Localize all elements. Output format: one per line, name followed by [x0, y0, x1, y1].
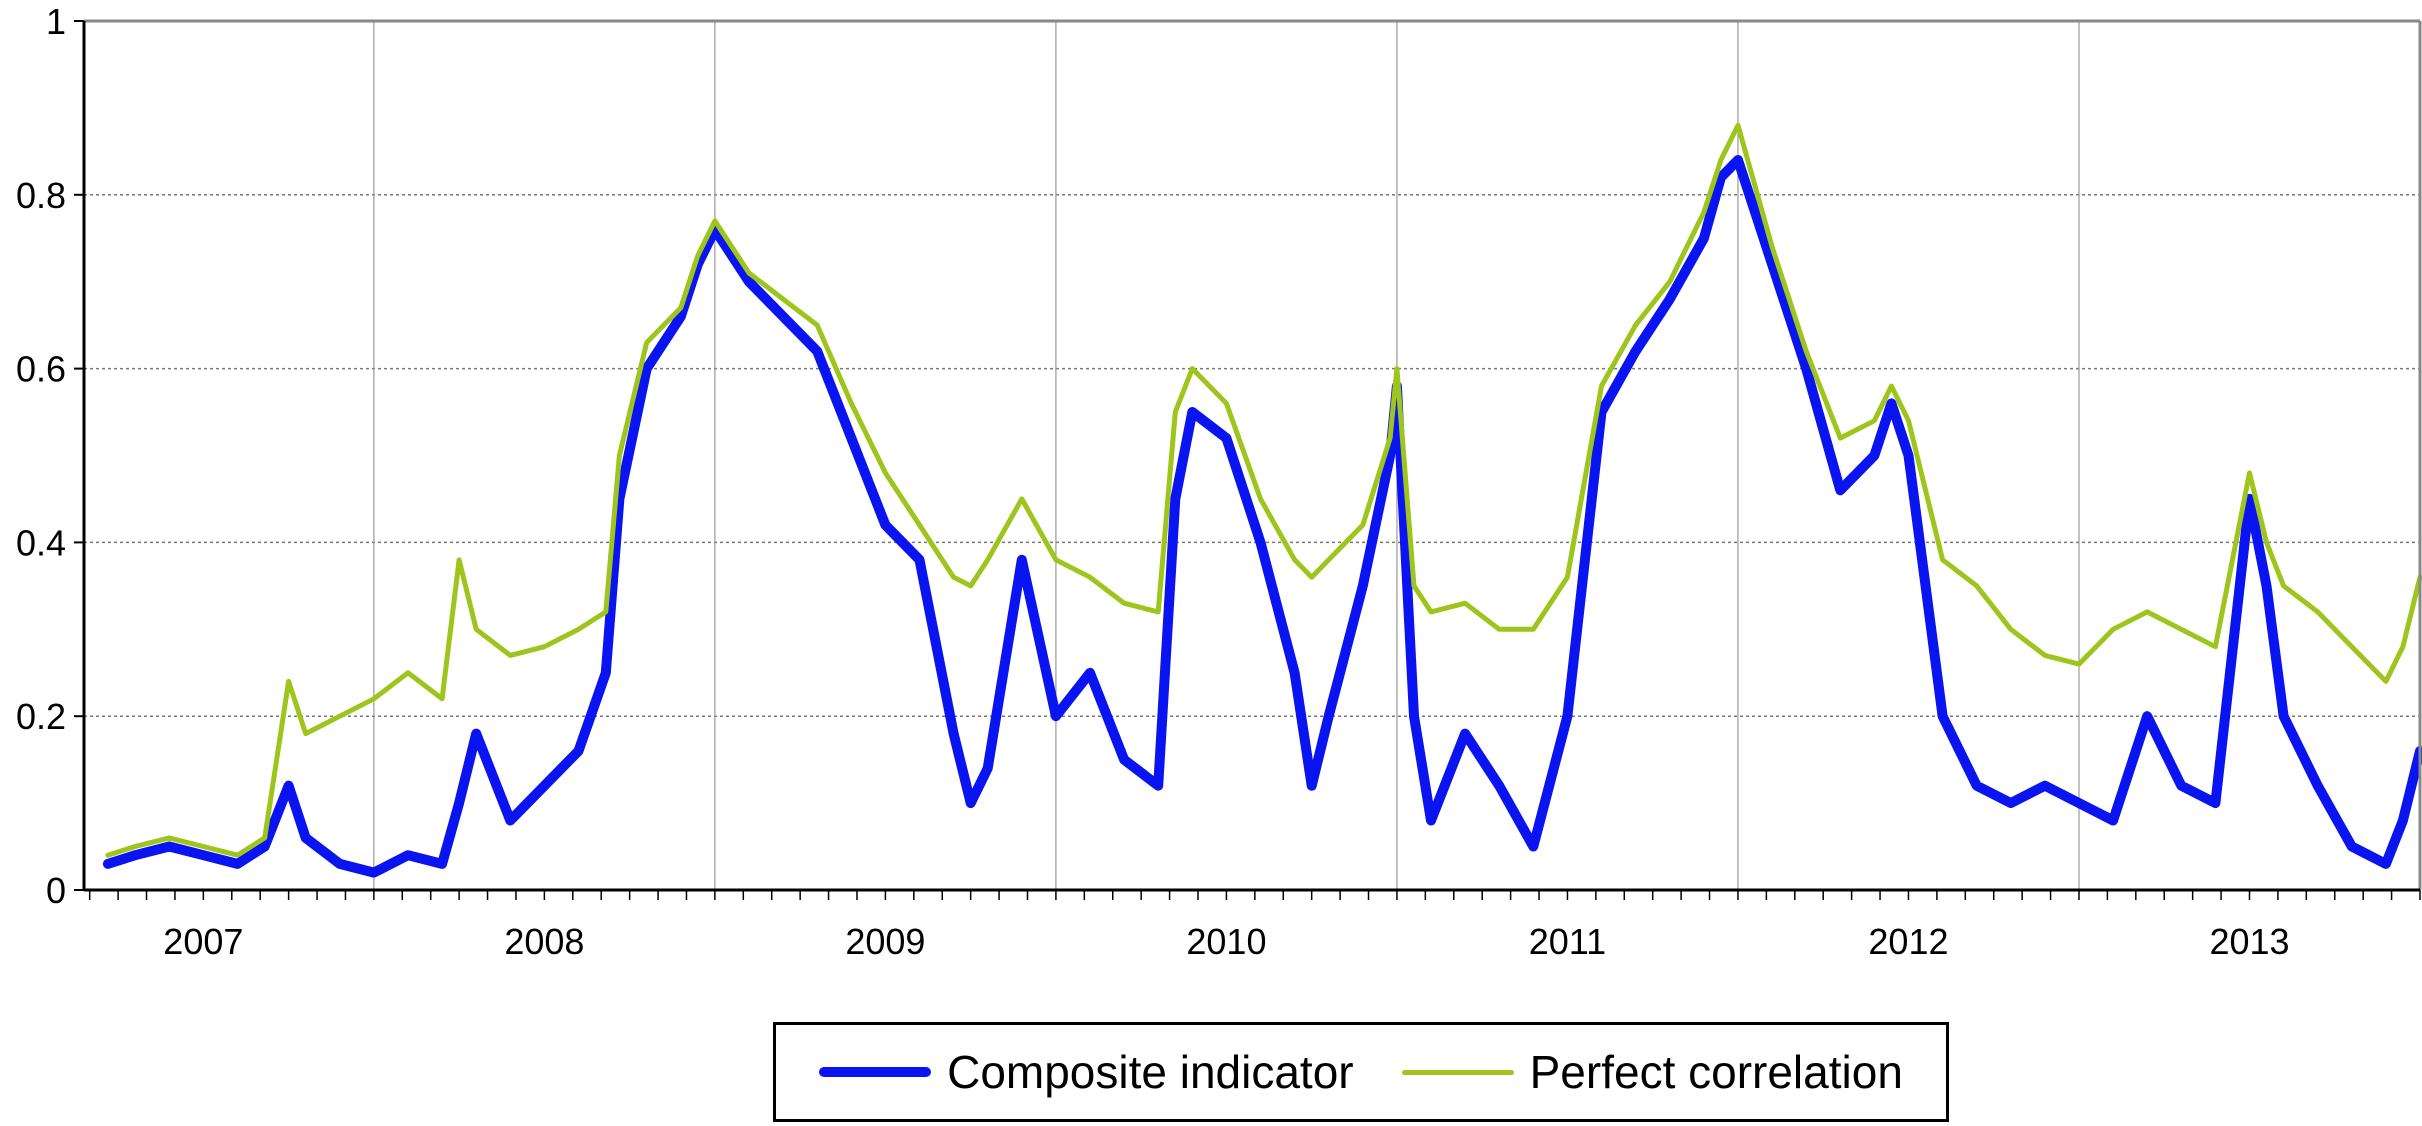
- y-tick-label: 0.4: [16, 522, 66, 563]
- legend-label-perfect-correlation: Perfect correlation: [1529, 1046, 1903, 1098]
- y-tick-label: 0.2: [16, 696, 66, 737]
- axis-layer: [74, 19, 2422, 900]
- series-layer: [102, 122, 2422, 878]
- x-tick-label: 2013: [2209, 921, 2289, 962]
- y-tick-label: 0: [46, 870, 66, 911]
- series-line-perfect-correlation: [105, 122, 2422, 858]
- legend-item-perfect-correlation: Perfect correlation: [1401, 1045, 1903, 1099]
- x-tick-label: 2010: [1186, 921, 1266, 962]
- y-tick-label: 0.6: [16, 349, 66, 390]
- x-tick-label: 2009: [845, 921, 925, 962]
- x-tick-label: 2008: [504, 921, 584, 962]
- series-line-composite-indicator: [102, 155, 2422, 878]
- grid-layer: [84, 21, 2420, 890]
- legend: Composite indicator Perfect correlation: [773, 1022, 1949, 1122]
- y-tick-label: 0.8: [16, 175, 66, 216]
- x-tick-label: 2007: [163, 921, 243, 962]
- x-tick-label: 2011: [1529, 921, 1606, 962]
- legend-swatch-perfect-correlation: [1401, 1069, 1514, 1075]
- legend-item-composite-indicator: Composite indicator: [819, 1045, 1354, 1099]
- y-tick-label: 1: [46, 1, 66, 42]
- legend-label-composite-indicator: Composite indicator: [947, 1046, 1354, 1098]
- label-layer: 0 0.2 0.4 0.6 0.8 1 2007 2008 2009 2010 2011 2012 20…: [16, 1, 2290, 962]
- legend-swatch-composite-indicator: [819, 1067, 932, 1077]
- x-tick-label: 2012: [1868, 921, 1948, 962]
